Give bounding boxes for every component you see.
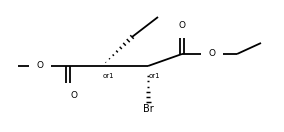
- Text: or1: or1: [103, 73, 115, 79]
- Text: or1: or1: [149, 73, 161, 79]
- Text: O: O: [37, 62, 43, 70]
- Text: O: O: [208, 50, 216, 58]
- Text: Br: Br: [143, 104, 153, 114]
- Text: O: O: [70, 91, 78, 100]
- Text: O: O: [179, 22, 185, 30]
